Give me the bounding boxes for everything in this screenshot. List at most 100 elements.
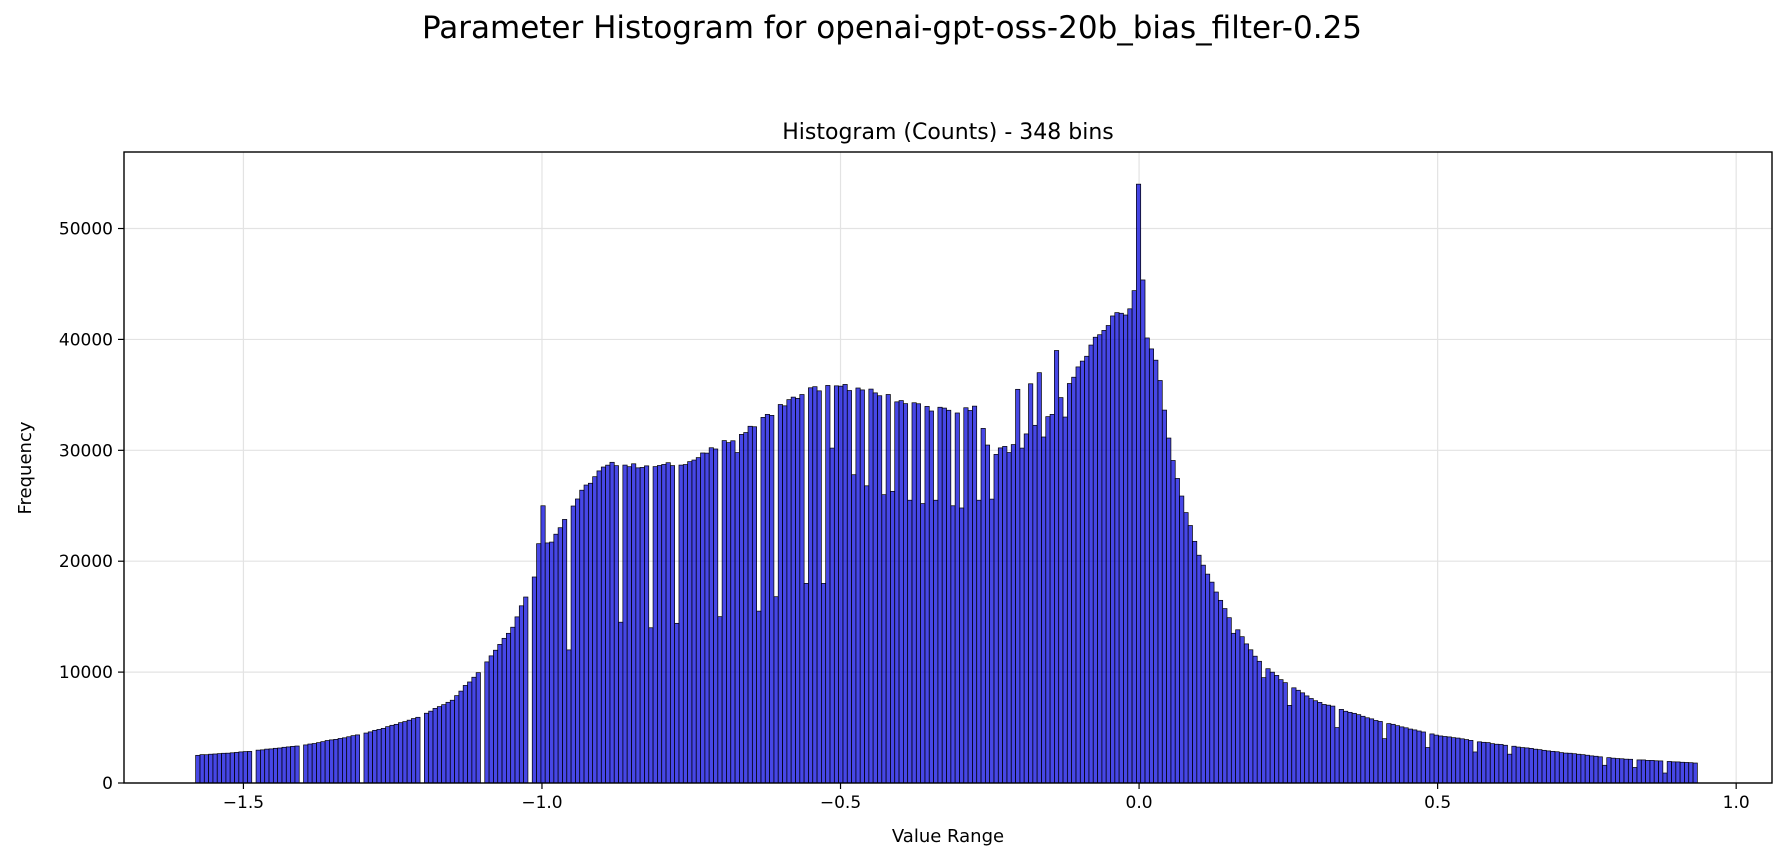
histogram-bar	[933, 499, 939, 784]
y-tick-label: 10000	[59, 663, 113, 683]
figure-suptitle: Parameter Histogram for openai-gpt-oss-2…	[421, 10, 1363, 46]
histogram-bar	[846, 390, 852, 784]
histogram-bar	[1334, 727, 1340, 784]
histogram-bar	[678, 464, 684, 784]
histogram-bar	[247, 751, 253, 784]
histogram-bar	[1045, 416, 1051, 784]
histogram-bar	[449, 699, 455, 784]
histogram-bar	[1498, 744, 1504, 784]
histogram-bar	[1627, 758, 1633, 784]
histogram-bar	[544, 542, 550, 784]
histogram-bar	[484, 661, 490, 784]
histogram-bar	[1179, 495, 1185, 784]
histogram-bar	[1239, 636, 1245, 784]
histogram-bar	[782, 405, 788, 784]
histogram-bar	[363, 732, 369, 784]
histogram-bar	[1455, 737, 1461, 784]
histogram-bar	[734, 452, 740, 784]
histogram-bar	[622, 464, 628, 784]
histogram-bar	[1502, 744, 1508, 784]
histogram-bar	[471, 676, 477, 784]
histogram-bar	[833, 385, 839, 784]
histogram-bar	[1580, 754, 1586, 784]
histogram-bar	[199, 754, 205, 784]
plot-frame	[123, 151, 1773, 784]
chart-title: Histogram (Counts) - 348 bins	[782, 120, 1113, 145]
histogram-bar	[1140, 279, 1146, 784]
histogram-bar	[773, 596, 779, 784]
histogram-bar	[428, 710, 434, 784]
histogram-bar	[1567, 752, 1573, 784]
histogram-bar	[803, 583, 809, 784]
histogram-bar	[272, 747, 278, 784]
histogram-bar	[229, 752, 235, 784]
histogram-bar	[618, 621, 624, 784]
histogram-bar	[751, 426, 757, 784]
histogram-bar	[1481, 741, 1487, 784]
histogram-bar	[937, 406, 943, 784]
histogram-bar	[393, 723, 399, 784]
histogram-bar	[1407, 728, 1413, 784]
histogram-bar	[290, 746, 296, 784]
histogram-bar	[760, 417, 766, 784]
y-tick-label: 30000	[59, 441, 113, 461]
histogram-bar	[1123, 314, 1129, 784]
histogram-bar	[1312, 700, 1318, 784]
histogram-bar	[669, 465, 676, 784]
histogram-bar	[596, 470, 602, 784]
histogram-bar	[915, 403, 921, 784]
histogram-bar	[1394, 725, 1400, 784]
histogram-bar	[1213, 591, 1219, 784]
histogram-bar	[475, 672, 481, 784]
histogram-bar	[829, 447, 835, 784]
histogram-bar	[488, 655, 494, 784]
histogram-bar	[821, 583, 827, 784]
histogram-bar	[928, 410, 934, 784]
histogram-bar	[743, 432, 749, 784]
histogram-bar	[1243, 643, 1249, 784]
histogram-bar	[1615, 758, 1621, 784]
histogram-bar	[997, 447, 1003, 784]
histogram-bar	[1282, 682, 1288, 784]
histogram-bar	[583, 484, 589, 784]
histogram-bar	[648, 627, 654, 784]
histogram-bar	[1261, 677, 1267, 784]
histogram-bar	[1075, 366, 1081, 784]
histogram-bar	[851, 474, 857, 784]
histogram-bar	[445, 701, 451, 784]
histogram-bar	[432, 708, 438, 784]
histogram-bar	[1071, 376, 1077, 784]
histogram-bar	[1127, 308, 1133, 784]
histogram-bar	[1110, 315, 1116, 784]
histogram-bar	[506, 632, 512, 784]
histogram-bar	[682, 464, 688, 784]
histogram-bar	[523, 596, 529, 784]
histogram-bar	[1403, 727, 1409, 784]
histogram-bar	[1209, 581, 1215, 784]
histogram-bar	[1520, 747, 1526, 784]
histogram-bar	[1088, 344, 1094, 784]
histogram-bar	[1192, 540, 1198, 784]
histogram-bar	[605, 464, 611, 784]
histogram-bar	[950, 505, 956, 784]
histogram-bar	[1459, 738, 1465, 784]
histogram-bar	[700, 452, 706, 784]
histogram-bar	[462, 685, 468, 784]
histogram-bar	[842, 384, 848, 784]
histogram-bar	[1019, 447, 1025, 784]
histogram-bar	[1002, 446, 1008, 784]
histogram-bar	[1425, 747, 1431, 784]
histogram-bar	[260, 749, 266, 784]
histogram-bar	[777, 404, 783, 784]
histogram-bar	[1028, 383, 1034, 784]
histogram-bar	[1300, 692, 1306, 784]
histogram-bar	[726, 442, 732, 784]
x-tick-label: −1.5	[223, 793, 264, 813]
histogram-bar	[1079, 360, 1085, 784]
histogram-bar	[1451, 737, 1457, 784]
histogram-bar	[553, 533, 559, 784]
histogram-bar	[600, 466, 606, 784]
histogram-bar	[1062, 416, 1068, 784]
histogram-bar	[411, 718, 417, 784]
histogram-bar	[1092, 336, 1098, 784]
